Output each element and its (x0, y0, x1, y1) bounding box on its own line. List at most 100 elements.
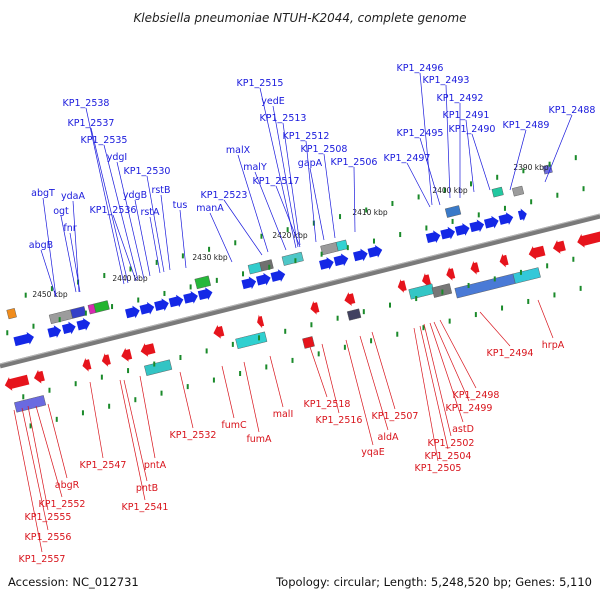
gene-label-fnr: fnr (63, 223, 76, 234)
gene-box (335, 239, 349, 252)
tick-label-2410-kbp: 2410 kbp (352, 208, 388, 217)
gene-box (320, 242, 339, 256)
guide-dot (239, 371, 242, 377)
reverse-gene (397, 279, 407, 293)
guide-dot (286, 227, 289, 233)
gene-label-kp1-2535: KP1_2535 (81, 135, 128, 146)
guide-dot (574, 155, 577, 161)
forward-gene (440, 226, 455, 240)
leader-line (345, 339, 374, 446)
gene-box (491, 186, 504, 198)
leader-line (353, 166, 356, 233)
gene-label-kp1-2490: KP1_2490 (449, 124, 496, 135)
forward-gene (241, 276, 257, 290)
leader-line (209, 212, 233, 263)
gene-label-alda: aldA (378, 432, 399, 443)
leader-line (116, 161, 145, 280)
gene-label-kp1-2530: KP1_2530 (124, 166, 171, 177)
forward-gene (483, 215, 499, 229)
leader-line (72, 200, 80, 293)
tick-label-2420-kbp: 2420 kbp (272, 231, 308, 240)
guide-dot (443, 187, 446, 193)
reverse-gene (121, 348, 133, 362)
guide-dot (320, 251, 323, 257)
gene-label-ogt: ogt (53, 206, 69, 217)
gene-label-kp1-2532: KP1_2532 (170, 430, 217, 441)
gene-label-pntb: pntB (136, 483, 158, 494)
gene-label-kp1-2557: KP1_2557 (19, 554, 66, 565)
guide-dot (522, 168, 525, 174)
guide-dot (548, 161, 551, 167)
forward-gene (13, 332, 34, 347)
gene-label-kp1-2552: KP1_2552 (39, 499, 86, 510)
gene-label-kp1-2555: KP1_2555 (25, 512, 72, 523)
guide-dot (493, 276, 496, 282)
guide-dot (579, 285, 582, 291)
guide-dot (310, 322, 313, 328)
leader-line (419, 72, 433, 206)
guide-dot (336, 315, 339, 321)
guide-dot (467, 282, 470, 288)
guide-dot (415, 296, 418, 302)
leader-line (371, 331, 396, 410)
guide-dot (137, 297, 140, 303)
reverse-gene (552, 240, 566, 254)
gene-label-rsta: rstA (140, 207, 160, 218)
guide-dot (6, 330, 9, 336)
leader-line (419, 325, 449, 450)
gene-label-kp1-2498: KP1_2498 (453, 390, 500, 401)
guide-dot (556, 192, 559, 198)
reverse-gene (33, 369, 45, 384)
guide-dot (50, 286, 53, 292)
gene-box (247, 262, 263, 275)
guide-dot (362, 309, 365, 315)
guide-dot (496, 174, 499, 180)
guide-dot (370, 338, 373, 344)
guide-dot (205, 348, 208, 354)
forward-gene (255, 272, 271, 286)
gene-box (144, 359, 173, 376)
leader-line (179, 209, 187, 269)
leader-line (423, 323, 452, 437)
guide-dot (346, 245, 349, 251)
gene-label-abgb: abgB (29, 240, 53, 251)
topology-text: Topology: circular; Length: 5,248,520 bp… (275, 575, 592, 589)
guide-dot (29, 423, 32, 429)
gene-label-kp1-2556: KP1_2556 (25, 532, 72, 543)
leader-line (272, 105, 299, 248)
guide-dot (546, 263, 549, 269)
gene-box (235, 331, 268, 350)
guide-dot (24, 292, 27, 298)
leader-line (429, 322, 464, 423)
forward-gene (197, 287, 213, 301)
gene-label-hrpa: hrpA (542, 340, 565, 351)
forward-gene (319, 257, 334, 270)
guide-dot (317, 351, 320, 357)
leader-line (69, 232, 81, 293)
tick-label-2440-kbp: 2440 kbp (112, 274, 148, 283)
gene-label-kp1-2505: KP1_2505 (415, 463, 462, 474)
guide-dot (111, 304, 114, 310)
guide-dot (396, 331, 399, 337)
guide-dot (179, 354, 182, 360)
gene-box (511, 185, 525, 197)
leader-line (282, 122, 301, 246)
guide-dot (129, 266, 132, 272)
gene-label-kp1-2518: KP1_2518 (304, 399, 351, 410)
guide-dot (22, 394, 25, 400)
guide-dot (372, 238, 375, 244)
leader-line (323, 153, 336, 239)
genome-axis (0, 213, 600, 369)
leader-line (406, 162, 431, 208)
forward-gene (139, 301, 155, 315)
gene-label-fumc: fumC (221, 420, 247, 431)
leader-line (544, 114, 573, 183)
guide-dot (519, 269, 522, 275)
leader-line (439, 319, 477, 389)
gene-label-kp1-2492: KP1_2492 (437, 93, 484, 104)
gene-label-kp1-2502: KP1_2502 (428, 438, 475, 449)
gene-box (194, 275, 212, 290)
forward-gene (425, 230, 441, 244)
leader-line (479, 311, 511, 347)
guide-dot (572, 256, 575, 262)
